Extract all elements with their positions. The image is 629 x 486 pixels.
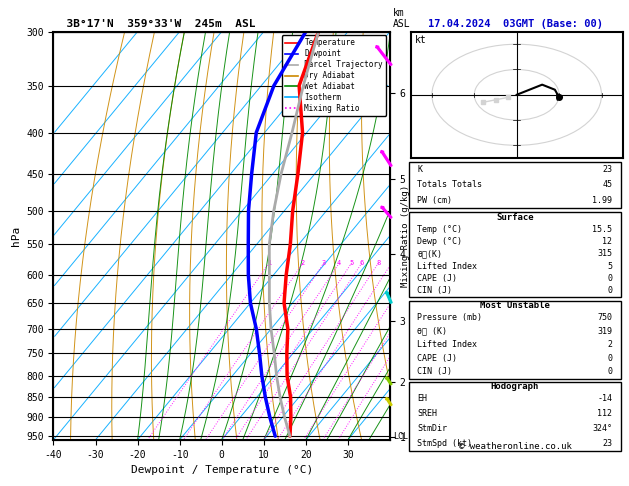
Text: km
ASL: km ASL — [393, 8, 411, 29]
Text: © weatheronline.co.uk: © weatheronline.co.uk — [459, 442, 572, 451]
Text: Lifted Index: Lifted Index — [417, 261, 477, 271]
Text: 15.5: 15.5 — [593, 225, 613, 234]
Text: StmDir: StmDir — [417, 424, 447, 433]
Text: Hodograph: Hodograph — [491, 382, 539, 391]
Text: CAPE (J): CAPE (J) — [417, 274, 457, 283]
Text: 12: 12 — [603, 237, 613, 246]
Text: 319: 319 — [598, 327, 613, 336]
Text: Most Unstable: Most Unstable — [480, 301, 550, 311]
X-axis label: Dewpoint / Temperature (°C): Dewpoint / Temperature (°C) — [131, 465, 313, 475]
Text: 17.04.2024  03GMT (Base: 00): 17.04.2024 03GMT (Base: 00) — [428, 19, 603, 29]
Text: 5: 5 — [350, 260, 353, 266]
Text: Mixing Ratio (g/kg): Mixing Ratio (g/kg) — [401, 185, 410, 287]
Text: 0: 0 — [608, 286, 613, 295]
Text: 2: 2 — [301, 260, 305, 266]
Text: 6: 6 — [360, 260, 364, 266]
Text: Pressure (mb): Pressure (mb) — [417, 313, 482, 322]
Text: StmSpd (kt): StmSpd (kt) — [417, 439, 472, 448]
Text: 315: 315 — [598, 249, 613, 258]
Text: Totals Totals: Totals Totals — [417, 180, 482, 190]
Text: 4: 4 — [337, 260, 342, 266]
Text: 112: 112 — [598, 409, 613, 418]
Text: 0: 0 — [608, 367, 613, 376]
Text: CIN (J): CIN (J) — [417, 367, 452, 376]
Text: Temp (°C): Temp (°C) — [417, 225, 462, 234]
Text: PW (cm): PW (cm) — [417, 196, 452, 205]
Text: 3B°17'N  359°33'W  245m  ASL: 3B°17'N 359°33'W 245m ASL — [53, 19, 256, 30]
Text: 3: 3 — [322, 260, 326, 266]
Text: kt: kt — [415, 35, 426, 45]
Text: 1.99: 1.99 — [593, 196, 613, 205]
Text: 0: 0 — [608, 354, 613, 363]
Text: 8: 8 — [376, 260, 381, 266]
Text: -14: -14 — [598, 394, 613, 403]
Text: LCL: LCL — [393, 433, 408, 441]
Text: 750: 750 — [598, 313, 613, 322]
Text: SREH: SREH — [417, 409, 437, 418]
Text: Surface: Surface — [496, 213, 533, 222]
Text: θᴇ (K): θᴇ (K) — [417, 327, 447, 336]
Text: 45: 45 — [603, 180, 613, 190]
Text: 23: 23 — [603, 165, 613, 174]
Text: 2: 2 — [608, 340, 613, 349]
Text: Dewp (°C): Dewp (°C) — [417, 237, 462, 246]
Text: 5: 5 — [608, 261, 613, 271]
Text: Lifted Index: Lifted Index — [417, 340, 477, 349]
Legend: Temperature, Dewpoint, Parcel Trajectory, Dry Adiabat, Wet Adiabat, Isotherm, Mi: Temperature, Dewpoint, Parcel Trajectory… — [282, 35, 386, 116]
Text: 0: 0 — [608, 274, 613, 283]
Text: 1: 1 — [267, 260, 271, 266]
Text: 23: 23 — [603, 439, 613, 448]
Text: θᴇ(K): θᴇ(K) — [417, 249, 442, 258]
Text: CAPE (J): CAPE (J) — [417, 354, 457, 363]
Text: EH: EH — [417, 394, 427, 403]
Text: 324°: 324° — [593, 424, 613, 433]
Text: K: K — [417, 165, 422, 174]
Text: CIN (J): CIN (J) — [417, 286, 452, 295]
Y-axis label: hPa: hPa — [11, 226, 21, 246]
